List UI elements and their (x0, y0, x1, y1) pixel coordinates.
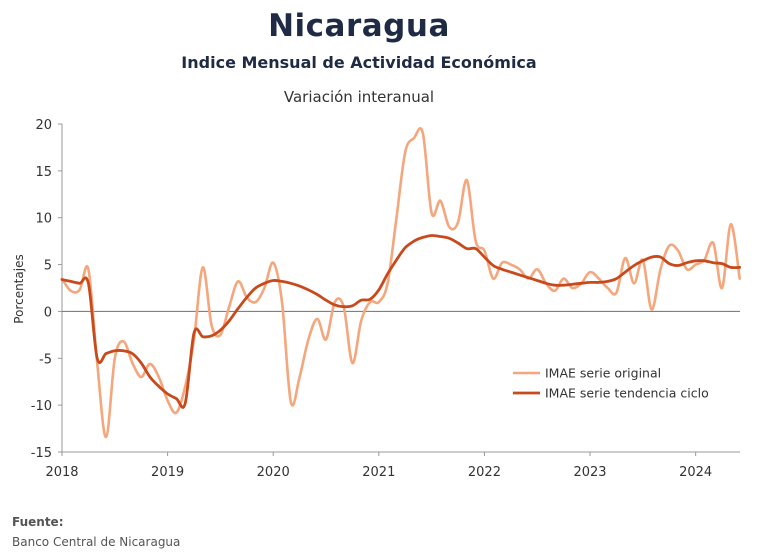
x-tick-label: 2023 (573, 465, 606, 480)
chart-series (60, 127, 742, 439)
source-label: Fuente: (12, 515, 64, 529)
x-tick-label: 2021 (362, 465, 395, 480)
y-tick-label: 15 (35, 165, 52, 180)
y-tick-label: 10 (35, 212, 52, 227)
x-tick-label: 2020 (257, 465, 290, 480)
series-line-original (60, 127, 741, 439)
source-text: Banco Central de Nicaragua (12, 535, 181, 549)
y-tick-label: 5 (44, 259, 52, 274)
y-tick-label: 0 (44, 305, 52, 320)
x-tick-label: 2019 (151, 465, 184, 480)
chart-legend: IMAE serie original IMAE serie tendencia … (513, 366, 709, 401)
chart-axes: 20 15 10 5 0 -5 -10 -15 2018 2019 2020 2021 2022 2023… (31, 118, 740, 480)
legend-item-trend: IMAE serie tendencia ciclo (513, 386, 709, 401)
x-tick-label: 2022 (468, 465, 501, 480)
y-axis-label: Porcentajes (12, 254, 26, 323)
chart-subtitle: Indice Mensual de Actividad Económica (181, 53, 537, 72)
x-tick-label: 2024 (679, 465, 712, 480)
y-tick-label: -10 (31, 399, 52, 414)
y-tick-label: -5 (39, 352, 52, 367)
legend-label: IMAE serie tendencia ciclo (545, 386, 709, 401)
y-tick-label: 20 (35, 118, 52, 133)
legend-item-original: IMAE serie original (513, 366, 661, 381)
chart-title: Nicaragua (268, 8, 450, 44)
legend-label: IMAE serie original (545, 366, 661, 381)
x-tick-label: 2018 (45, 465, 78, 480)
series-line-trend (60, 234, 742, 409)
y-tick-label: -15 (31, 446, 52, 461)
chart-subsubtitle: Variación interanual (283, 88, 435, 106)
